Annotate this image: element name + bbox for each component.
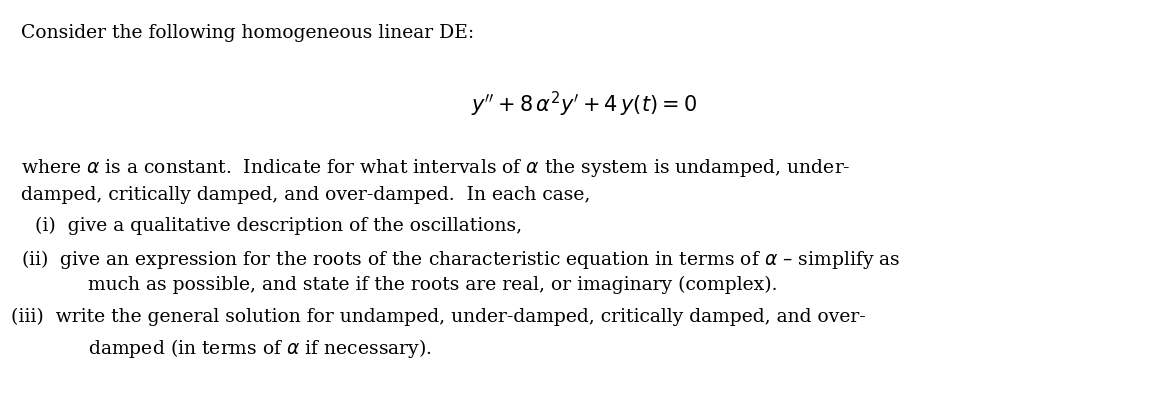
Text: much as possible, and state if the roots are real, or imaginary (complex).: much as possible, and state if the roots…: [88, 276, 777, 295]
Text: $y'' + 8\,\alpha^2 y' + 4\,y(t) = 0$: $y'' + 8\,\alpha^2 y' + 4\,y(t) = 0$: [471, 90, 697, 119]
Text: where $\alpha$ is a constant.  Indicate for what intervals of $\alpha$ the syste: where $\alpha$ is a constant. Indicate f…: [21, 157, 850, 179]
Text: damped (in terms of $\alpha$ if necessary).: damped (in terms of $\alpha$ if necessar…: [88, 337, 431, 359]
Text: Consider the following homogeneous linear DE:: Consider the following homogeneous linea…: [21, 24, 474, 42]
Text: (iii)  write the general solution for undamped, under-damped, critically damped,: (iii) write the general solution for und…: [11, 308, 865, 326]
Text: (ii)  give an expression for the roots of the characteristic equation in terms o: (ii) give an expression for the roots of…: [21, 248, 901, 271]
Text: (i)  give a qualitative description of the oscillations,: (i) give a qualitative description of th…: [35, 217, 522, 235]
Text: damped, critically damped, and over-damped.  In each case,: damped, critically damped, and over-damp…: [21, 186, 590, 204]
